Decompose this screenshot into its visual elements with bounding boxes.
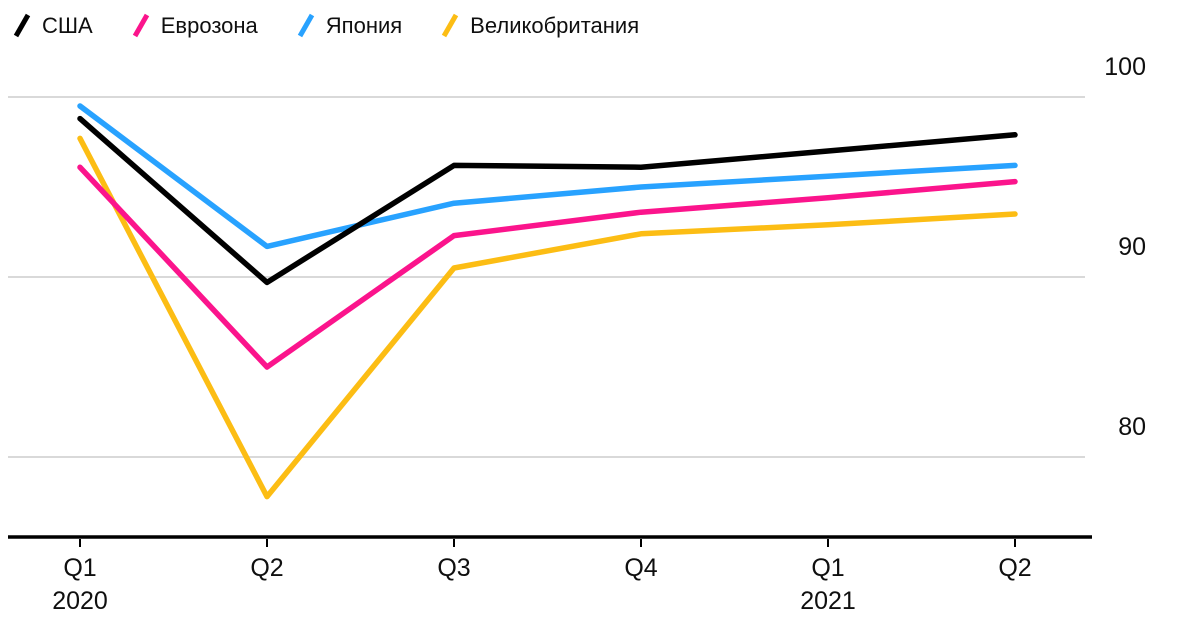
y-axis-tick-label: 90 [1118,233,1146,261]
x-axis-year-label: 2020 [52,587,108,615]
series-line [77,103,1018,250]
x-axis-tick-label: Q1 [811,554,844,582]
legend-label: Япония [325,12,403,38]
legend-label: Великобритания [470,12,640,38]
series-line [77,164,1018,370]
x-axis-tick-label: Q2 [250,554,283,582]
legend-label: США [42,12,93,38]
legend-item: Еврозона [131,12,258,39]
x-axis-tick-label: Q4 [624,554,657,582]
x-axis-tick-label: Q3 [437,554,470,582]
legend-item: Япония [296,12,402,39]
legend-line-marker-icon [13,13,31,38]
series-line [77,135,1018,500]
legend-line-marker-icon [442,13,459,38]
series-line [77,115,1018,286]
legend-label: Еврозона [160,12,258,38]
legend-item: США [12,12,93,39]
legend-line-marker-icon [132,13,149,38]
legend-line-marker-icon [297,13,314,38]
y-axis-tick-label: 100 [1104,53,1146,81]
x-axis-year-label: 2021 [800,587,856,615]
x-axis-tick-label: Q1 [63,554,96,582]
y-axis-tick-label: 80 [1118,413,1146,441]
legend-item: Великобритания [440,12,639,39]
chart-legend: США Еврозона Япония Великобритания [12,12,639,39]
x-axis-tick-label: Q2 [998,554,1031,582]
